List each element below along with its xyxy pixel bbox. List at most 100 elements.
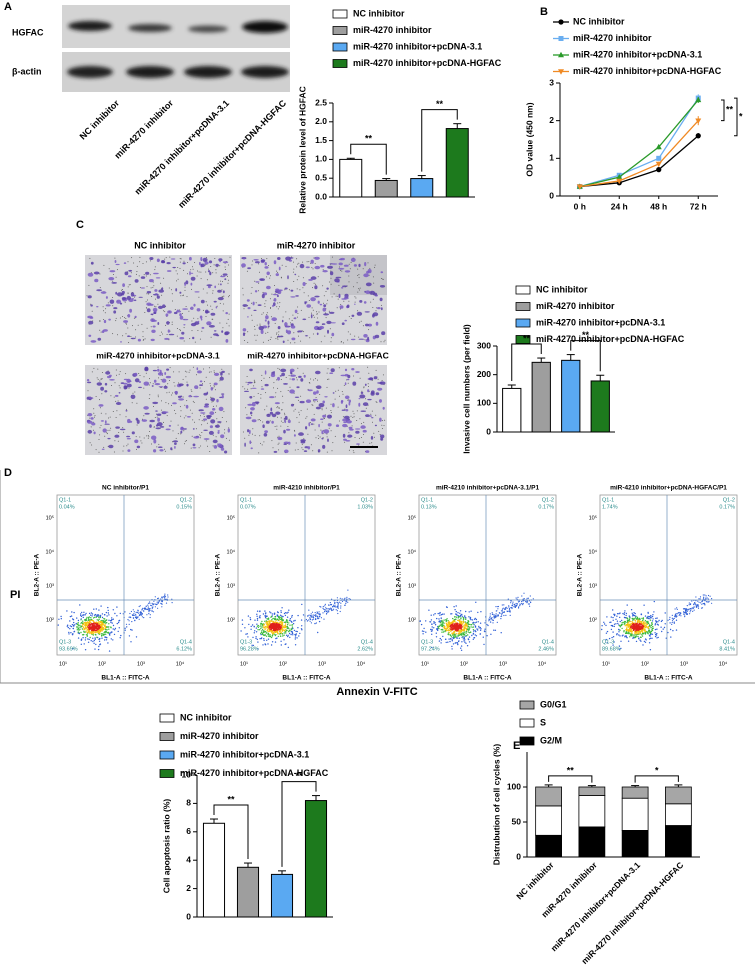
event xyxy=(296,630,298,633)
event xyxy=(110,621,112,624)
event xyxy=(650,614,652,617)
event xyxy=(298,635,300,637)
event xyxy=(436,629,439,631)
cell-stain xyxy=(327,329,329,334)
event xyxy=(626,632,628,634)
event xyxy=(521,595,523,597)
pore xyxy=(350,318,352,319)
cell-stain xyxy=(156,258,160,263)
pore xyxy=(172,430,174,432)
event xyxy=(630,629,633,631)
event xyxy=(504,608,506,610)
event xyxy=(623,622,626,624)
event xyxy=(516,598,518,600)
pore xyxy=(293,332,295,334)
pore xyxy=(197,330,199,331)
pore xyxy=(202,309,204,311)
pore xyxy=(105,308,107,310)
pore xyxy=(328,378,330,380)
pore xyxy=(348,432,350,434)
cell-stain xyxy=(186,416,191,418)
event xyxy=(157,602,159,605)
event xyxy=(266,639,268,641)
event xyxy=(440,639,443,641)
event xyxy=(252,644,255,647)
cell-stain xyxy=(145,271,150,275)
event xyxy=(632,627,634,629)
pore xyxy=(331,296,333,298)
cell-stain xyxy=(122,283,125,287)
event xyxy=(289,620,291,622)
event xyxy=(705,597,707,599)
pore xyxy=(183,430,185,432)
event xyxy=(337,605,339,607)
pore xyxy=(374,266,376,268)
event xyxy=(446,626,448,628)
event xyxy=(309,618,311,620)
event xyxy=(475,621,478,623)
pore xyxy=(146,327,148,329)
event xyxy=(623,612,626,614)
event xyxy=(636,622,638,624)
event xyxy=(256,610,259,612)
cell-stain xyxy=(126,435,131,438)
pore xyxy=(154,266,156,268)
event xyxy=(493,615,495,617)
pore xyxy=(213,370,215,372)
event xyxy=(86,624,89,627)
event xyxy=(439,612,441,615)
cell-stain xyxy=(247,267,252,270)
event xyxy=(657,621,659,623)
pore xyxy=(277,436,279,438)
flow-x-label: BL1-A :: FITC-A xyxy=(463,675,511,682)
event xyxy=(271,624,274,627)
pore xyxy=(306,416,308,418)
pore xyxy=(340,308,341,310)
event xyxy=(645,639,647,641)
pore xyxy=(175,437,177,439)
cell-stain xyxy=(380,307,383,311)
pore xyxy=(97,368,99,370)
event xyxy=(104,620,106,623)
event xyxy=(470,610,472,612)
pore xyxy=(169,256,171,258)
event xyxy=(464,621,466,623)
cell-stain xyxy=(161,287,164,291)
pore xyxy=(214,389,216,391)
cell-stain xyxy=(105,371,111,375)
pore xyxy=(168,380,170,381)
pore xyxy=(208,371,210,373)
pore xyxy=(276,379,277,381)
pore xyxy=(279,302,281,304)
pore xyxy=(357,268,359,270)
pore xyxy=(179,258,181,260)
cell-stain xyxy=(277,335,284,338)
event xyxy=(344,597,346,599)
event xyxy=(701,603,703,605)
pore xyxy=(321,409,323,411)
event xyxy=(107,612,110,614)
blot-bands xyxy=(67,21,289,78)
event xyxy=(268,620,270,622)
event xyxy=(310,616,312,618)
pore xyxy=(308,261,310,263)
cell-stain xyxy=(310,276,317,280)
event xyxy=(280,631,282,633)
event xyxy=(273,633,275,635)
pore xyxy=(348,263,350,265)
pore xyxy=(316,313,318,315)
event xyxy=(91,622,93,625)
pore xyxy=(92,429,94,431)
pore xyxy=(287,339,289,341)
pore xyxy=(115,369,117,371)
cell-stain xyxy=(221,330,224,333)
pore xyxy=(122,427,124,429)
event xyxy=(465,627,468,630)
event xyxy=(461,622,463,624)
event xyxy=(101,635,103,637)
event xyxy=(130,610,132,613)
event xyxy=(479,622,482,624)
cell-stain xyxy=(183,428,187,430)
pore xyxy=(323,295,325,297)
pore xyxy=(189,409,191,411)
